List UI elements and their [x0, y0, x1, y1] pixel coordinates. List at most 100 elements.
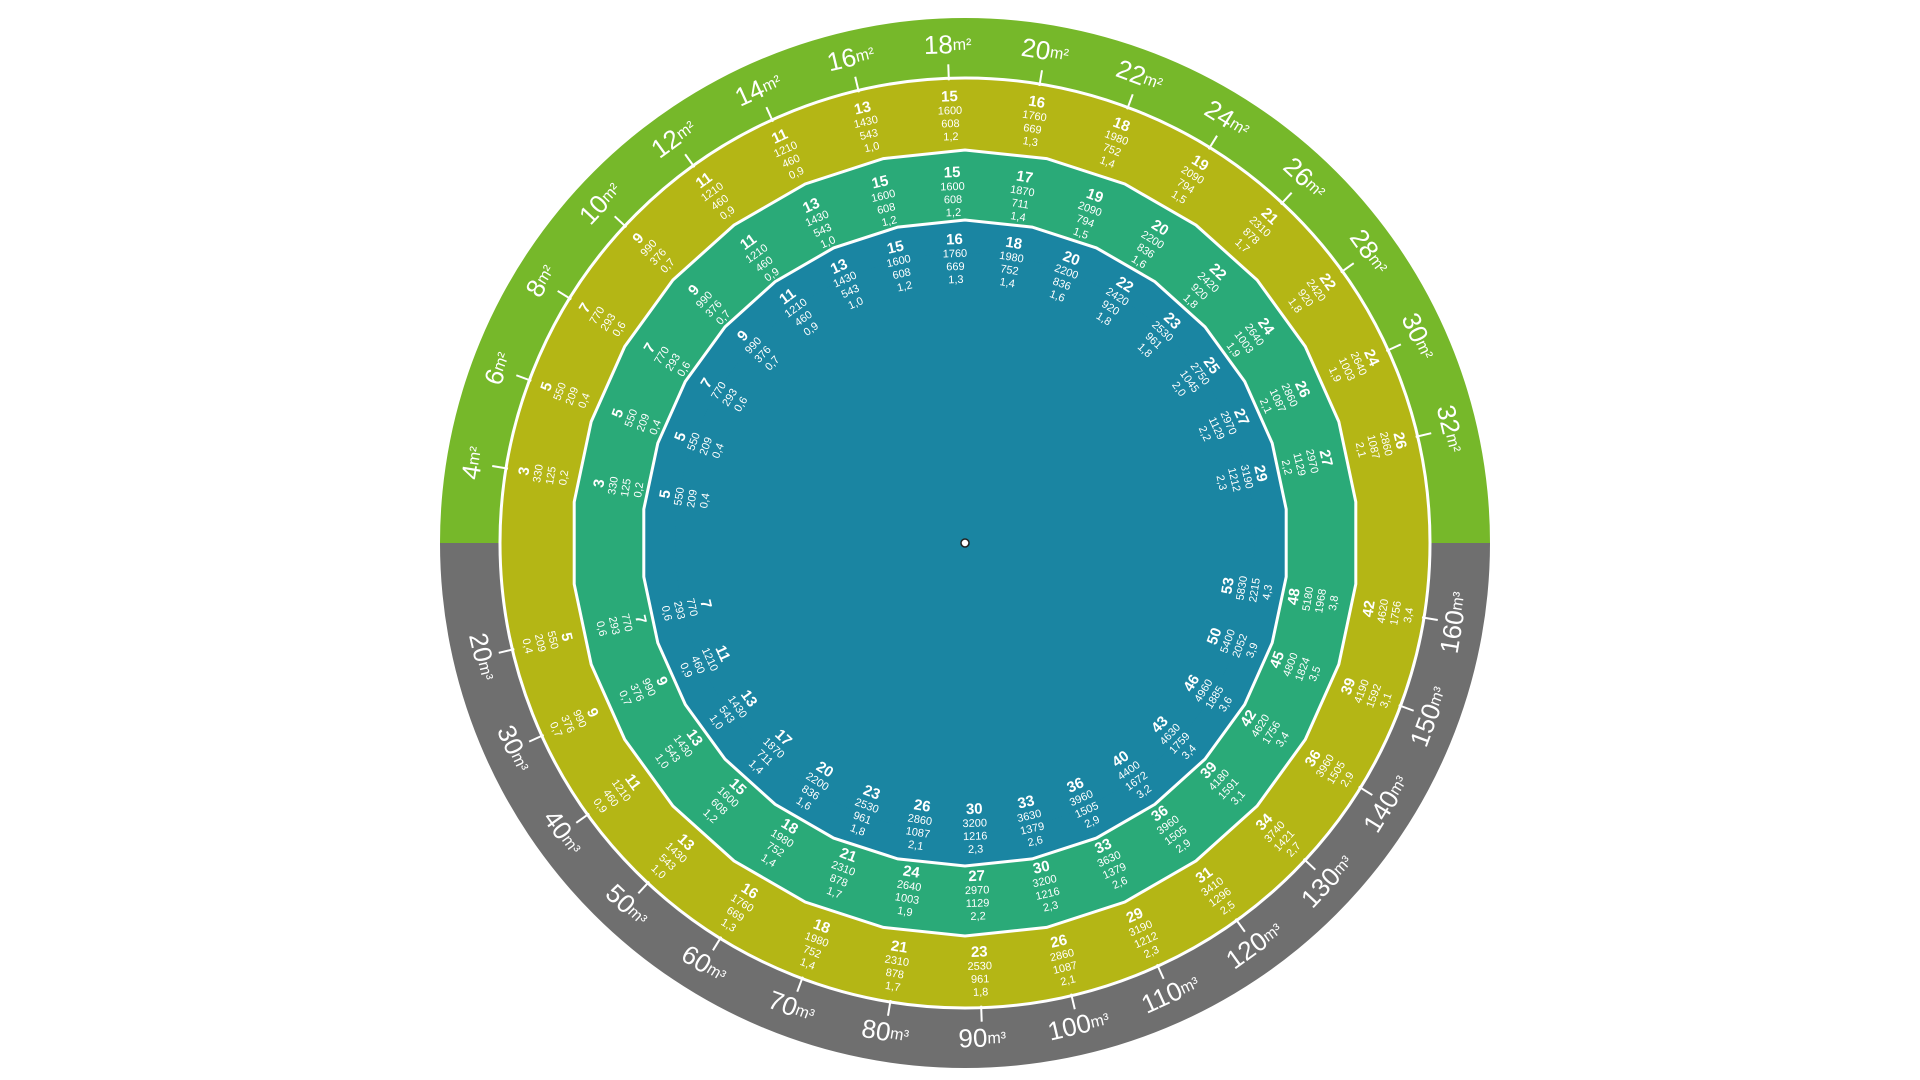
cell-value: 1980 — [998, 250, 1024, 266]
cell-diameter: 33 — [1092, 835, 1114, 857]
scale-tick — [887, 999, 892, 1016]
cell-value: 3,4 — [1402, 607, 1416, 624]
cell-value: 1968 — [1313, 588, 1329, 614]
cell-diameter: 18 — [811, 916, 833, 938]
cell-diameter: 31 — [1193, 864, 1216, 888]
cell-value: 4620 — [1375, 598, 1391, 624]
cell-diameter: 23 — [861, 782, 883, 804]
scale-tick — [1421, 616, 1438, 621]
cell-diameter: 30 — [966, 800, 983, 818]
cell-diameter: 25 — [1200, 354, 1224, 377]
cell-value: 2,1 — [1257, 397, 1274, 416]
volume-label: 160m³ — [1434, 589, 1474, 656]
cell-value: 3630 — [1016, 808, 1043, 825]
cell-value: 1212 — [1225, 466, 1242, 493]
cell-value: 770 — [618, 612, 634, 633]
volume-label: 20m³ — [463, 630, 503, 684]
volume-band — [440, 543, 1490, 1068]
scale-tick — [1156, 963, 1165, 980]
cell-value: 3200 — [1031, 873, 1058, 890]
cell-value: 1,4 — [1098, 154, 1117, 171]
cell-diameter: 20 — [813, 758, 836, 781]
cell-diameter: 5 — [557, 631, 575, 643]
cell-value: 2,1 — [1059, 973, 1077, 988]
cell-diameter: 15 — [870, 172, 890, 192]
cell-value: 293 — [606, 615, 622, 636]
cell-diameter: 18 — [1111, 114, 1133, 136]
cell-value: 1,2 — [943, 131, 959, 144]
cell-diameter: 36 — [1302, 747, 1325, 770]
cell-value: 3200 — [962, 817, 987, 830]
cell-diameter: 42 — [1359, 599, 1378, 618]
cell-value: 5180 — [1300, 586, 1316, 612]
scale-tick — [712, 936, 723, 951]
cell-value: 2970 — [1303, 448, 1320, 475]
cell-value: 1,4 — [1010, 210, 1027, 224]
cell-value: 2,2 — [1279, 459, 1294, 477]
cell-value: 1,7 — [825, 885, 844, 902]
cell-value: 0,2 — [632, 481, 646, 498]
cell-value: 543 — [859, 127, 880, 143]
cell-value: 2860 — [907, 812, 933, 828]
cell-value: 961 — [971, 973, 990, 986]
cell-diameter: 11 — [769, 126, 790, 148]
cell-value: 669 — [946, 261, 965, 274]
cell-value: 2215 — [1247, 577, 1263, 603]
cell-value: 711 — [1011, 197, 1030, 212]
scale-tick — [498, 648, 515, 654]
cell-value: 1129 — [1290, 451, 1307, 477]
cell-diameter: 7 — [696, 598, 714, 610]
volume-label: 80m³ — [860, 1013, 912, 1050]
cell-value: 1600 — [940, 181, 965, 194]
cell-value: 0,6 — [593, 620, 608, 638]
scale-tick — [1302, 858, 1317, 871]
cell-diameter: 22 — [1316, 270, 1340, 293]
cell-value: 1,0 — [846, 295, 865, 312]
cell-value: 1,0 — [863, 140, 881, 155]
cell-diameter: 16 — [946, 231, 963, 249]
scale-tick — [1070, 993, 1076, 1010]
cell-diameter: 3 — [590, 478, 608, 489]
scale-tick — [854, 76, 860, 93]
cell-value: 1,4 — [999, 276, 1016, 290]
area-label: 16m² — [824, 37, 878, 77]
cell-diameter: 39 — [1338, 676, 1360, 698]
cell-value: 3,1 — [1378, 691, 1395, 710]
cell-diameter: 13 — [828, 256, 850, 278]
cell-diameter: 23 — [971, 943, 988, 961]
cell-value: 1600 — [870, 188, 897, 205]
cell-value: 2,1 — [1353, 441, 1368, 459]
scale-tick — [1207, 135, 1218, 150]
scale-tick — [1340, 262, 1355, 274]
cell-diameter: 15 — [941, 88, 958, 106]
